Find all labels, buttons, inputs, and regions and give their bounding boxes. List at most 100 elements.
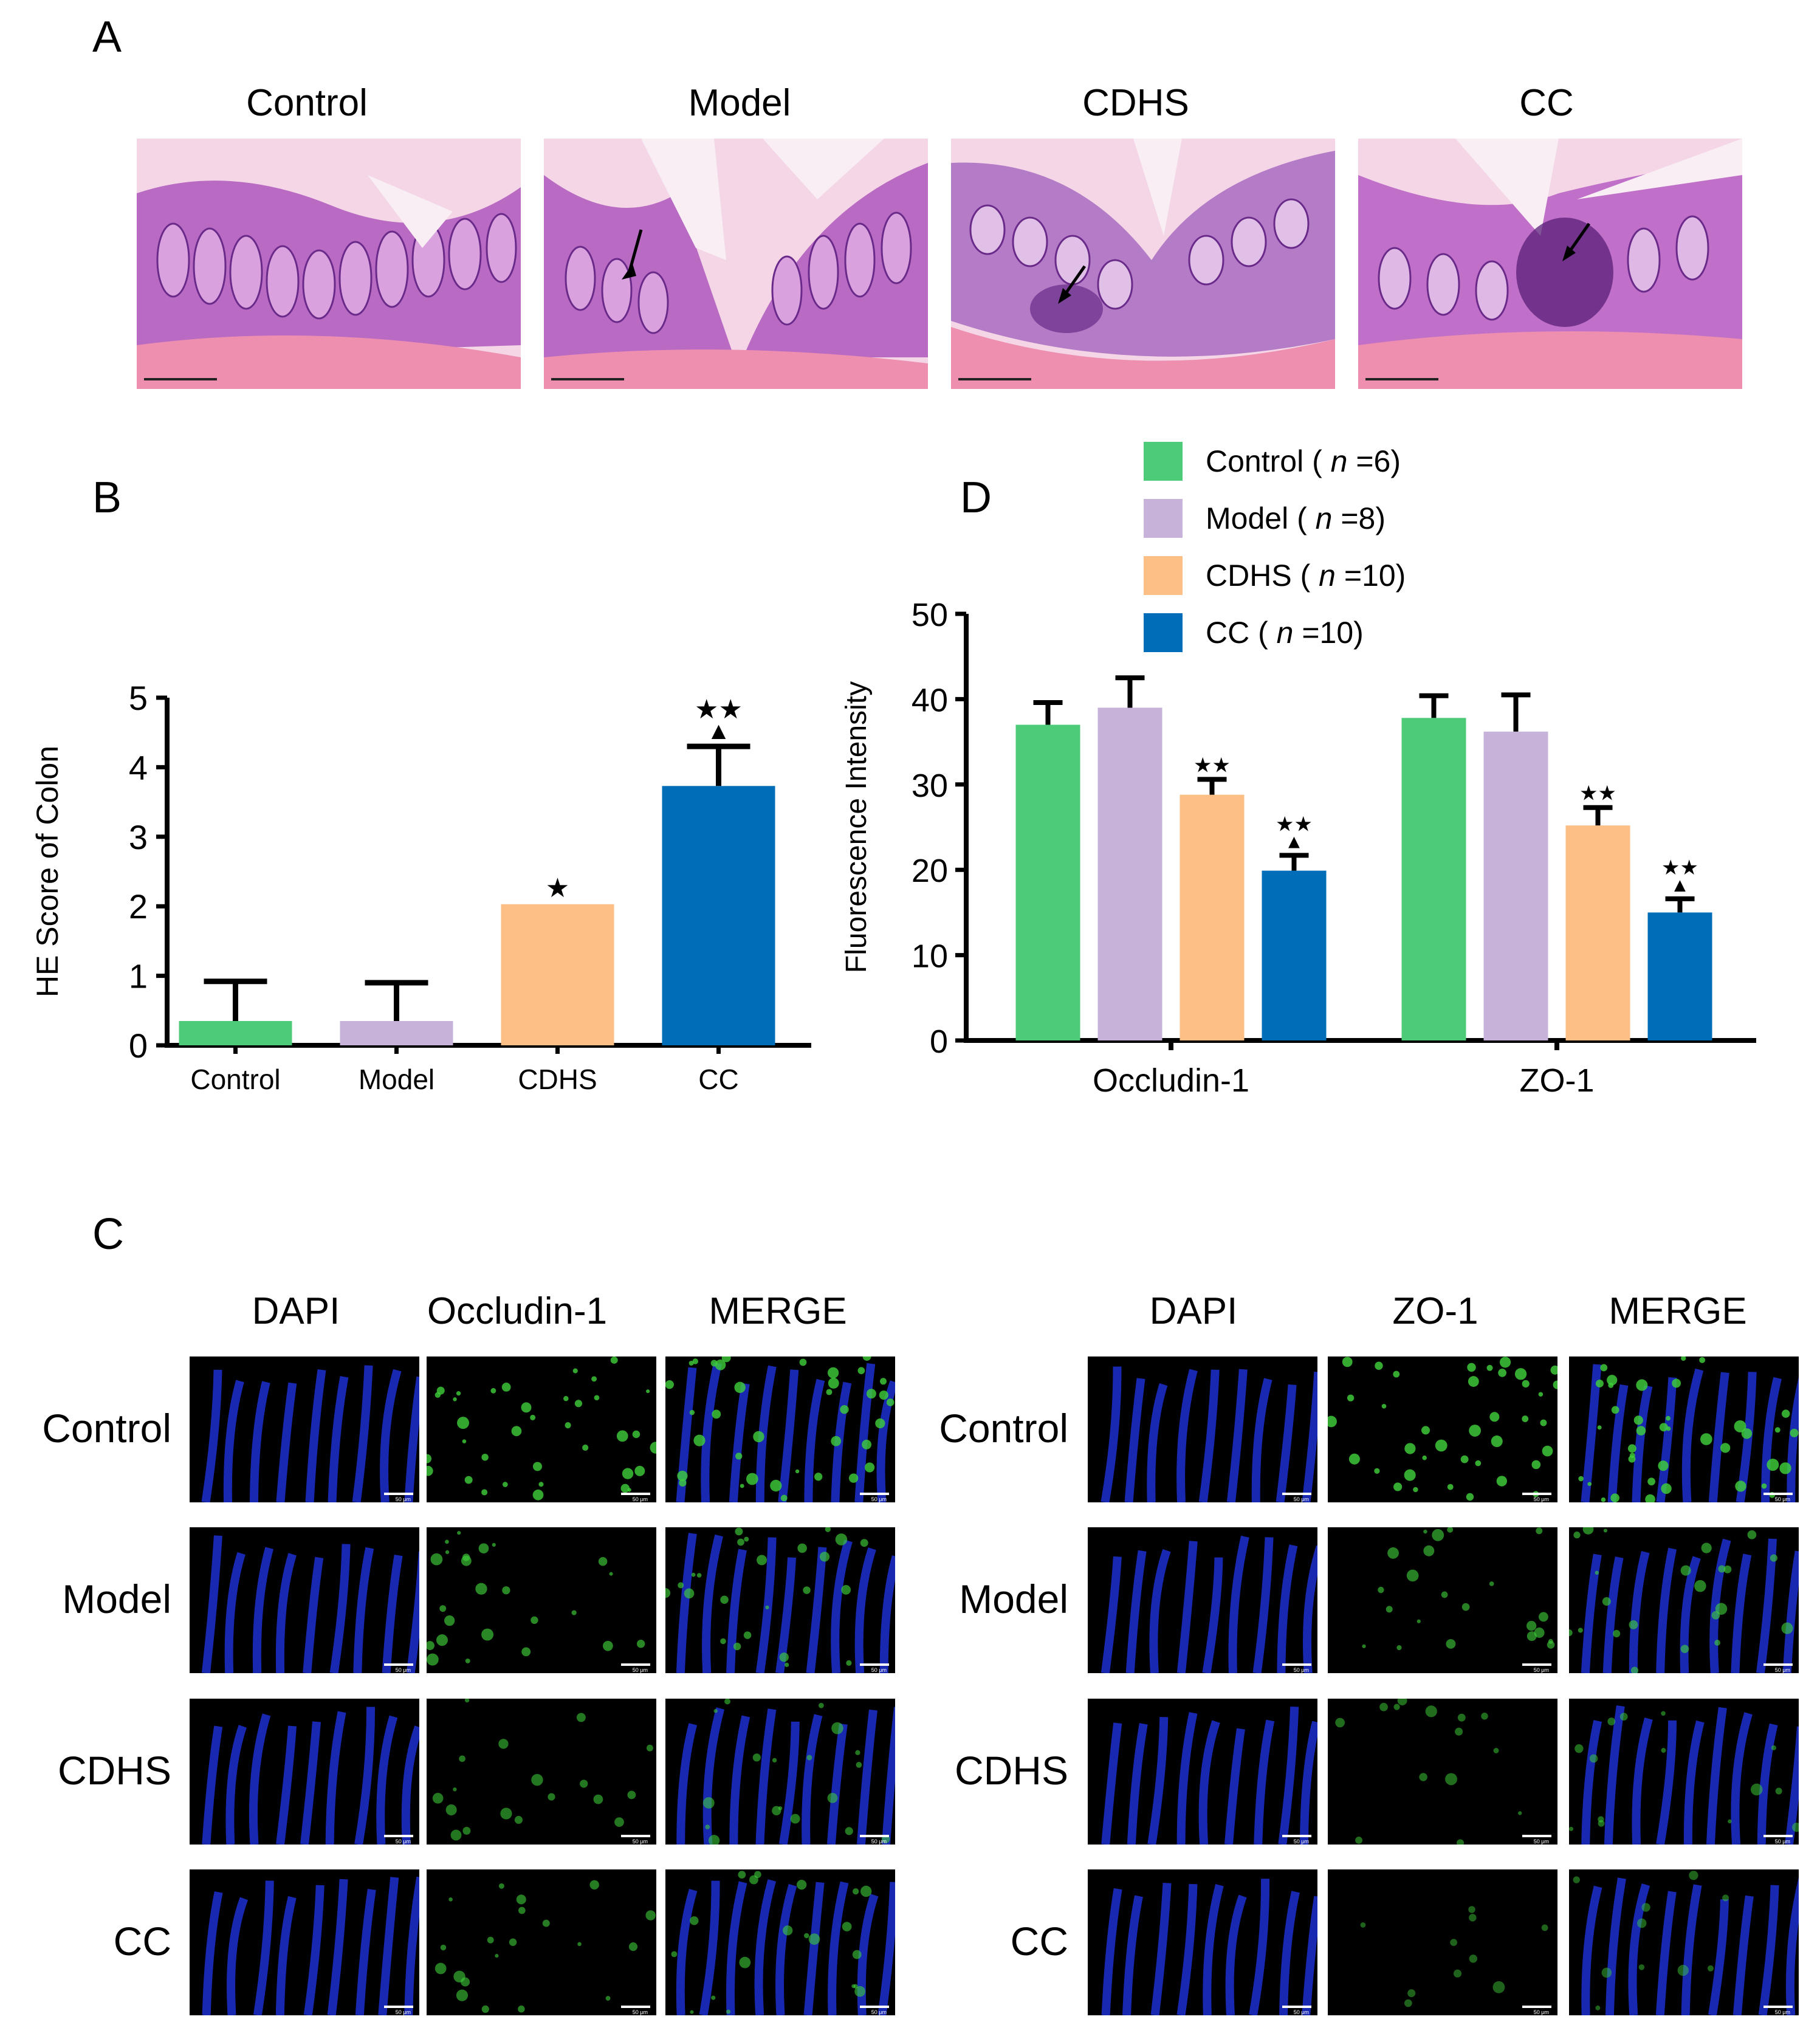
legend: Control ( n =6) Model ( n =8) CDHS ( n =10… (1144, 442, 1520, 652)
nuclei-strand (1785, 1726, 1799, 1845)
signal-spot (1573, 1532, 1581, 1539)
nuclei-strand (1782, 1550, 1799, 1673)
signal-spot (594, 1395, 600, 1401)
scale-bar (551, 378, 624, 380)
if-image-occludin-merge-model: 50 μm (665, 1527, 895, 1673)
signal-spot (1711, 1611, 1720, 1620)
nuclei-strand (1150, 1882, 1172, 2015)
signal-spot (1522, 1415, 1529, 1422)
nuclei-strand (1302, 1372, 1317, 1502)
signal-spot (782, 1925, 793, 1936)
signal-spot (1610, 1493, 1619, 1502)
if-header-right-dapi: DAPI (1149, 1290, 1238, 1332)
signal-spot (1775, 1787, 1782, 1795)
signal-spot (448, 1897, 453, 1902)
nuclei-strand (1228, 1535, 1249, 1673)
nuclei-strand (1277, 1544, 1298, 1673)
legend-item-cdhs: CDHS ( n =10) (1144, 556, 1406, 595)
signal-spot (803, 1586, 811, 1594)
y-tick-label: 1 (129, 957, 148, 995)
nuclei-strand (202, 1891, 223, 2015)
signal-spot (1489, 1412, 1500, 1422)
signal-spot (1397, 1699, 1407, 1705)
nuclei-strand (352, 1365, 373, 1502)
if-image-occludin-control: 50 μm (427, 1356, 656, 1502)
bar-cc (662, 786, 775, 1045)
signal-spot (616, 1430, 628, 1442)
if-image-zo1-dapi-cc: 50 μm (1088, 1869, 1317, 2015)
micrograph (201, 1535, 419, 1673)
signal-spot (1421, 1426, 1430, 1435)
signal-spot (432, 1793, 444, 1804)
signal-spot (498, 1739, 509, 1749)
signal-spot (457, 1531, 461, 1535)
scale-bar (1282, 2006, 1311, 2008)
signal-spot (1689, 1871, 1698, 1880)
scale-bar-label: 50 μm (1293, 1838, 1309, 1845)
bar-occludin-1-model (1097, 707, 1162, 1040)
scale-bar-label: 50 μm (1774, 1496, 1790, 1502)
signal-spot (1538, 1392, 1544, 1397)
signal-spot (1518, 1811, 1522, 1815)
micrograph (1328, 1356, 1557, 1501)
nuclei-strand (726, 1881, 747, 2015)
signal-spot (1348, 1453, 1360, 1465)
nuclei-strand (755, 1708, 777, 1845)
if-image-occludin-dapi-control: 50 μm (190, 1356, 419, 1502)
nuclei-strand (1101, 1366, 1122, 1502)
signal-spot (679, 1479, 687, 1487)
signal-spot (1699, 1356, 1706, 1363)
signal-spot (1461, 1603, 1470, 1611)
signal-spot (478, 1543, 489, 1554)
signal-spot (440, 1944, 447, 1951)
nuclei-strand (1147, 1383, 1168, 1502)
signal-spot (1578, 1476, 1584, 1482)
signal-spot (461, 1555, 472, 1566)
signal-spot (627, 1488, 631, 1492)
scale-bar (860, 1835, 889, 1837)
signal-spot (530, 1414, 536, 1420)
scale-bar (384, 1493, 413, 1495)
signal-spot (1536, 1527, 1543, 1535)
micrograph (202, 1707, 419, 1845)
nuclei-strand (876, 1380, 895, 1502)
signal-spot (886, 1398, 895, 1406)
signal-spot (778, 1806, 783, 1810)
signal-spot (795, 1469, 800, 1474)
nuclei-strand (1176, 1712, 1198, 1845)
signal-spot (565, 1422, 571, 1429)
bar-occludin-1-control (1015, 724, 1080, 1040)
signal-spot (502, 1482, 508, 1487)
bar-occludin-1-cc (1262, 870, 1327, 1040)
nuclei-strand (1681, 1884, 1702, 2015)
nuclei-strand (1632, 1385, 1653, 1502)
nuclei-strand (1756, 1538, 1777, 1673)
signal-spot (780, 1494, 788, 1502)
signal-spot (689, 1409, 695, 1415)
micrograph (1573, 1871, 1799, 2015)
signal-spot (819, 1702, 824, 1708)
signal-spot (1603, 1528, 1607, 1533)
legend-item-control: Control ( n =6) (1144, 442, 1401, 481)
nuclei-strand (253, 1880, 274, 2015)
signal-spot (502, 1586, 510, 1595)
bar-zo-1-control (1401, 718, 1466, 1040)
signal-spot (456, 1391, 461, 1396)
signal-spot (500, 1807, 512, 1820)
signal-spot (445, 1804, 457, 1816)
y-tick-label: 0 (129, 1026, 148, 1065)
nuclei-strand (854, 1547, 876, 1673)
if-header-left-dapi: DAPI (252, 1290, 340, 1332)
signal-spot (430, 1553, 443, 1566)
signal-spot (627, 1790, 636, 1800)
micrograph (665, 1356, 895, 1502)
if-row-label-cc-left: CC (113, 1919, 171, 1964)
signal-spot (1677, 1964, 1689, 1976)
signal-spot (678, 1582, 684, 1589)
nuclei-strand (1302, 1896, 1317, 2015)
signal-spot (1493, 1748, 1499, 1753)
nuclei-strand (857, 1893, 879, 2015)
signal-spot (1658, 1460, 1669, 1471)
significance-stars: ★★ (695, 695, 743, 724)
signal-spot (1467, 1363, 1476, 1372)
